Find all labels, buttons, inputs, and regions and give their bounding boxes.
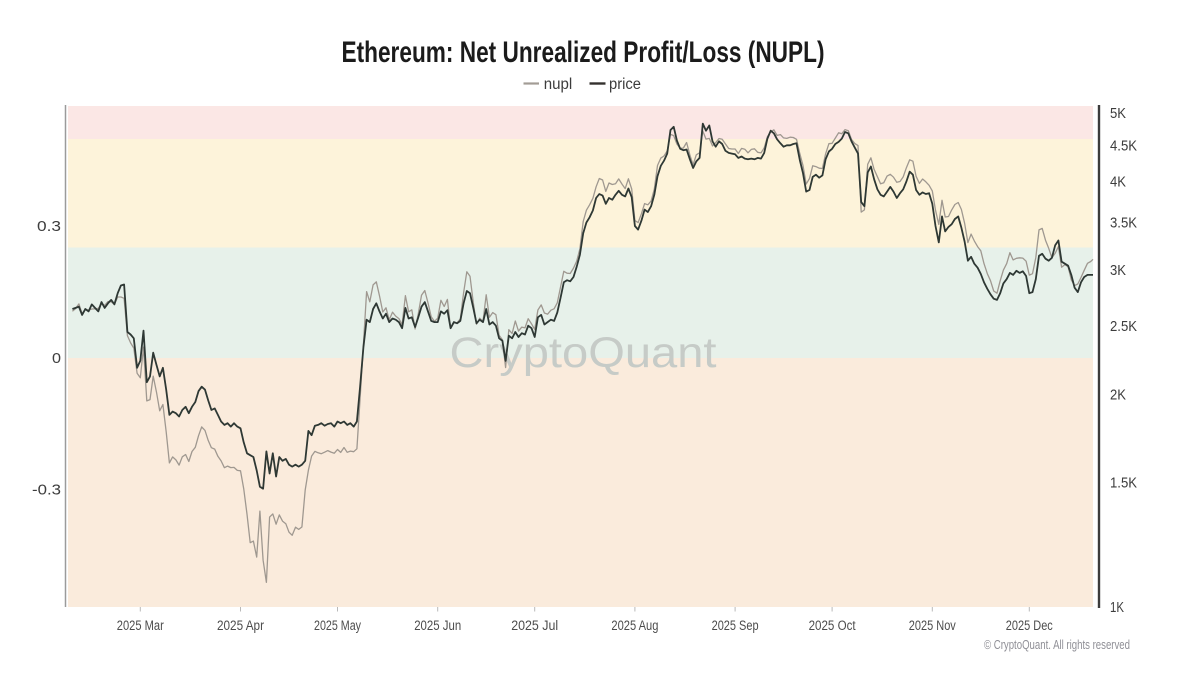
svg-text:3K: 3K [1110,262,1126,279]
svg-text:2.5K: 2.5K [1110,318,1137,335]
svg-text:price: price [609,76,641,93]
svg-text:5K: 5K [1110,105,1126,122]
svg-text:2025 Aug: 2025 Aug [611,618,658,633]
svg-text:2025 Oct: 2025 Oct [809,618,856,633]
svg-text:© CryptoQuant. All rights rese: © CryptoQuant. All rights reserved [984,638,1130,652]
svg-text:2025 Sep: 2025 Sep [712,618,759,633]
svg-text:2K: 2K [1110,386,1126,403]
svg-text:3.5K: 3.5K [1110,215,1137,232]
svg-text:Ethereum: Net Unrealized Profi: Ethereum: Net Unrealized Profit/Loss (NU… [342,36,825,69]
svg-text:1K: 1K [1110,599,1124,616]
svg-text:-0.3: -0.3 [32,482,61,499]
svg-text:2025 Dec: 2025 Dec [1006,618,1053,633]
svg-text:2025 May: 2025 May [314,618,361,633]
svg-text:nupl: nupl [544,76,573,93]
svg-text:4.5K: 4.5K [1110,138,1137,155]
svg-text:0.3: 0.3 [37,218,61,235]
svg-text:2025 Jul: 2025 Jul [511,618,558,633]
svg-text:2025 Nov: 2025 Nov [909,618,956,633]
svg-text:2025 Jun: 2025 Jun [414,618,461,633]
svg-text:1.5K: 1.5K [1110,475,1137,492]
svg-text:2025 Apr: 2025 Apr [217,618,264,633]
svg-text:2025 Mar: 2025 Mar [117,618,164,633]
svg-text:CryptoQuant: CryptoQuant [450,329,717,377]
svg-text:4K: 4K [1110,174,1126,191]
svg-text:0: 0 [52,350,61,367]
